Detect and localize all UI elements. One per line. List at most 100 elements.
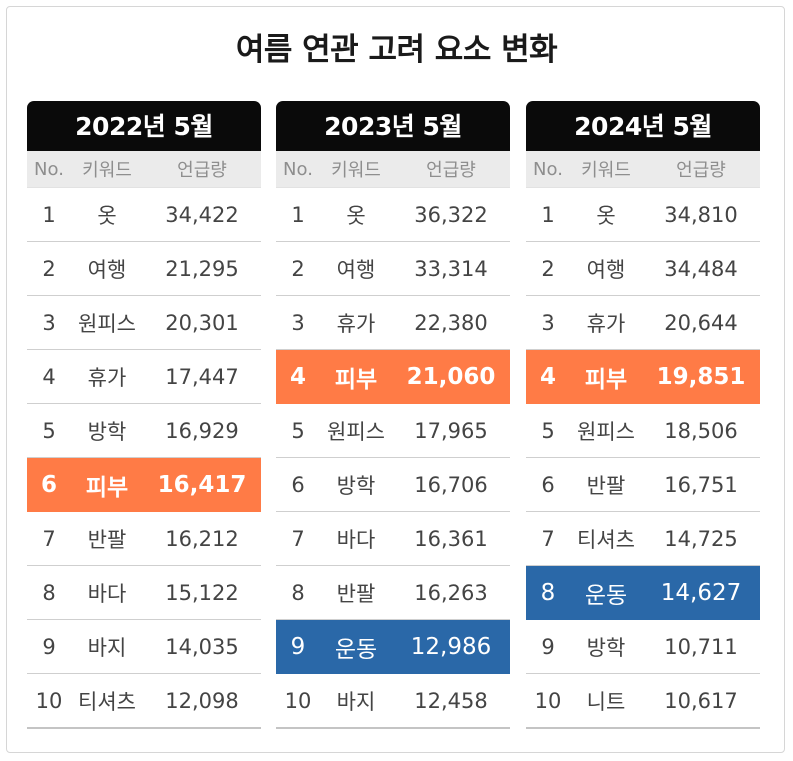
ranking-table-3: 2024년 5월 No. 키워드 언급량 1 옷 34,810 2 여행 34,484 3 휴가 20,… <box>526 101 760 729</box>
column-keyword: 키워드 <box>82 160 132 181</box>
keyword-cell: 휴가 <box>586 311 626 336</box>
table-row: 10 니트 10,617 <box>526 674 760 729</box>
count-cell: 36,322 <box>414 202 488 227</box>
rank-cell: 1 <box>541 202 555 227</box>
table-row: 2 여행 33,314 <box>276 242 510 296</box>
count-cell: 14,627 <box>660 579 742 606</box>
keyword-cell: 여행 <box>336 257 376 282</box>
count-cell: 20,644 <box>664 310 738 335</box>
count-cell: 16,706 <box>414 472 488 497</box>
keyword-cell: 방학 <box>586 635 626 660</box>
rank-cell: 5 <box>291 418 305 443</box>
count-cell: 12,986 <box>410 633 492 660</box>
keyword-cell: 원피스 <box>327 419 385 444</box>
keyword-cell: 휴가 <box>336 311 376 336</box>
rank-cell: 4 <box>539 363 556 390</box>
rank-cell: 9 <box>42 634 56 659</box>
table-row: 9 바지 14,035 <box>27 620 261 674</box>
keyword-cell: 옷 <box>596 203 616 228</box>
table-row: 3 휴가 20,644 <box>526 296 760 350</box>
column-count: 언급량 <box>426 160 476 181</box>
keyword-cell: 반팔 <box>336 581 376 606</box>
count-cell: 22,380 <box>414 310 488 335</box>
count-cell: 12,098 <box>165 688 239 713</box>
table-row: 6 반팔 16,751 <box>526 458 760 512</box>
keyword-cell: 니트 <box>586 689 626 714</box>
table-row: 5 원피스 18,506 <box>526 404 760 458</box>
count-cell: 20,301 <box>165 310 239 335</box>
column-count: 언급량 <box>676 160 726 181</box>
highlighted-row: 8 운동 14,627 <box>526 566 760 620</box>
table-row: 1 옷 34,422 <box>27 188 261 242</box>
rank-cell: 9 <box>290 633 306 660</box>
keyword-cell: 원피스 <box>577 419 635 444</box>
count-cell: 21,060 <box>406 363 496 390</box>
count-cell: 16,263 <box>414 580 488 605</box>
rank-cell: 9 <box>541 634 555 659</box>
table-row: 7 티셔츠 14,725 <box>526 512 760 566</box>
keyword-cell: 바다 <box>87 581 127 606</box>
keyword-cell: 티셔츠 <box>78 689 136 714</box>
rank-cell: 5 <box>541 418 555 443</box>
rank-cell: 8 <box>540 579 556 606</box>
rank-cell: 7 <box>42 526 56 551</box>
table-row: 8 반팔 16,263 <box>276 566 510 620</box>
rank-cell: 8 <box>291 580 305 605</box>
table-row: 2 여행 21,295 <box>27 242 261 296</box>
keyword-cell: 여행 <box>586 257 626 282</box>
highlighted-row: 4 피부 19,851 <box>526 350 760 404</box>
rank-cell: 6 <box>541 472 555 497</box>
table-row: 10 바지 12,458 <box>276 674 510 729</box>
highlighted-row: 6 피부 16,417 <box>27 458 261 512</box>
keyword-cell: 티셔츠 <box>577 527 635 552</box>
count-cell: 16,751 <box>664 472 738 497</box>
table-row: 9 방학 10,711 <box>526 620 760 674</box>
table-row: 7 반팔 16,212 <box>27 512 261 566</box>
rank-cell: 1 <box>42 202 56 227</box>
count-cell: 10,617 <box>664 688 738 713</box>
table-row: 2 여행 34,484 <box>526 242 760 296</box>
keyword-cell: 운동 <box>334 636 378 663</box>
keyword-cell: 피부 <box>584 366 628 393</box>
count-cell: 12,458 <box>414 688 488 713</box>
table-row: 7 바다 16,361 <box>276 512 510 566</box>
ranking-table-2: 2023년 5월 No. 키워드 언급량 1 옷 36,322 2 여행 33,314 3 휴가 22,… <box>276 101 510 729</box>
column-no: No. <box>283 158 313 180</box>
rank-cell: 6 <box>291 472 305 497</box>
count-cell: 17,965 <box>414 418 488 443</box>
rank-cell: 8 <box>42 580 56 605</box>
rank-cell: 10 <box>534 688 562 713</box>
rank-cell: 2 <box>42 256 56 281</box>
column-header-row: No. 키워드 언급량 <box>27 151 261 188</box>
rank-cell: 2 <box>291 256 305 281</box>
count-cell: 14,035 <box>165 634 239 659</box>
ranking-table-1: 2022년 5월 No. 키워드 언급량 1 옷 34,422 2 여행 21,295 3 원피스 20… <box>27 101 261 729</box>
column-header-row: No. 키워드 언급량 <box>276 151 510 188</box>
keyword-cell: 바지 <box>336 689 376 714</box>
count-cell: 16,212 <box>165 526 239 551</box>
keyword-cell: 휴가 <box>87 365 127 390</box>
rank-cell: 6 <box>40 471 57 498</box>
keyword-cell: 옷 <box>346 203 366 228</box>
rank-cell: 10 <box>35 688 63 713</box>
table-row: 10 티셔츠 12,098 <box>27 674 261 729</box>
count-cell: 16,929 <box>165 418 239 443</box>
rank-cell: 1 <box>291 202 305 227</box>
panel-header: 2023년 5월 <box>276 101 510 151</box>
count-cell: 10,711 <box>664 634 738 659</box>
rank-cell: 4 <box>42 364 56 389</box>
keyword-cell: 반팔 <box>87 527 127 552</box>
count-cell: 15,122 <box>165 580 239 605</box>
column-keyword: 키워드 <box>581 160 631 181</box>
rank-cell: 5 <box>42 418 56 443</box>
count-cell: 17,447 <box>165 364 239 389</box>
column-count: 언급량 <box>177 160 227 181</box>
rank-cell: 3 <box>541 310 555 335</box>
keyword-cell: 반팔 <box>586 473 626 498</box>
keyword-cell: 바지 <box>87 635 127 660</box>
highlighted-row: 4 피부 21,060 <box>276 350 510 404</box>
count-cell: 34,422 <box>165 202 239 227</box>
rank-cell: 7 <box>541 526 555 551</box>
count-cell: 19,851 <box>656 363 746 390</box>
keyword-cell: 방학 <box>336 473 376 498</box>
